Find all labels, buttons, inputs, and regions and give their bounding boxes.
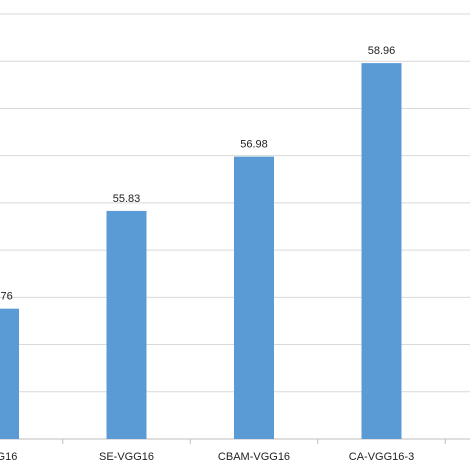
bar	[106, 210, 147, 439]
value-label: 53.76	[0, 291, 13, 303]
x-tick-label: SE-VGG16	[99, 451, 154, 463]
bar	[234, 156, 274, 439]
bar	[361, 63, 402, 439]
bar	[0, 308, 19, 439]
value-label: 55.83	[113, 193, 141, 205]
x-tick-label: VGG16	[0, 451, 17, 463]
value-label: 58.96	[368, 45, 396, 57]
x-tick-label: CA-VGG16-3	[349, 451, 414, 463]
value-label: 56.98	[240, 139, 268, 151]
x-tick-label: CBAM-VGG16	[218, 451, 290, 463]
